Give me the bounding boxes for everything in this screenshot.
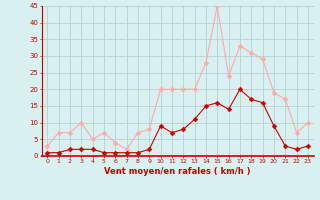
X-axis label: Vent moyen/en rafales ( km/h ): Vent moyen/en rafales ( km/h )	[104, 167, 251, 176]
